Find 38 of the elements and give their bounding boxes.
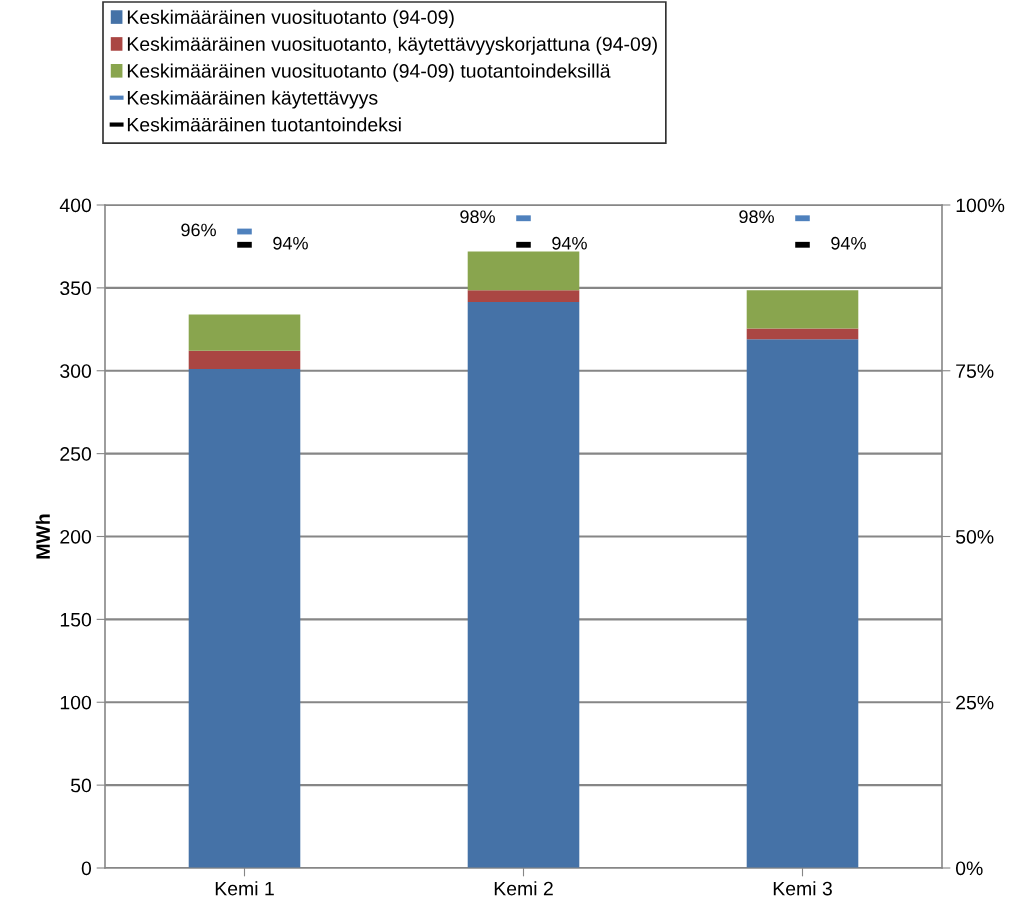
bar [467, 301, 580, 868]
y-tick-label: 150 [60, 612, 92, 627]
y2-tick-label: 50% [955, 529, 994, 544]
data-label: 98% [460, 210, 495, 224]
y-tick-label: 400 [59, 198, 92, 213]
data-label: 96% [181, 223, 216, 237]
y2-tick-label: 0% [955, 861, 983, 876]
y-tick-label: 300 [60, 364, 92, 378]
data-label: 94% [552, 236, 587, 250]
y-tick-label: 50 [70, 778, 92, 793]
data-label: 94% [273, 236, 308, 250]
bar [467, 290, 580, 302]
bar [188, 314, 301, 351]
bar [746, 339, 859, 868]
bar [467, 251, 580, 291]
legend-label: Keskimääräinen vuosituotanto (94-09) tuotantoindeksillä [127, 63, 611, 82]
bar [746, 328, 859, 340]
x-tick-label: Kemi 3 [773, 881, 832, 896]
data-label: 98% [739, 210, 774, 224]
y2-tick-label: 100% [956, 198, 1005, 213]
y-tick-label: 350 [60, 281, 92, 296]
bar [188, 350, 301, 370]
legend-label: Keskimääräinen vuosituotanto, käytettävyyskorjattuna (94-09) [127, 36, 657, 55]
x-tick-label: Kemi 2 [494, 881, 553, 896]
y-tick-label: 100 [60, 695, 92, 710]
x-tick-label: Kemi 1 [215, 881, 274, 896]
legend-label: Keskimääräinen käytettävyys [127, 90, 378, 109]
y-axis-title: MWh [35, 514, 50, 559]
y-tick-label: 0 [81, 861, 92, 876]
legend-label: Keskimääräinen tuotantoindeksi [127, 117, 401, 132]
bar [746, 290, 859, 329]
y-tick-label: 200 [60, 529, 92, 544]
bar [188, 369, 301, 868]
y2-tick-label: 75% [956, 364, 994, 378]
data-label: 94% [831, 236, 866, 250]
y-tick-label: 250 [60, 447, 92, 461]
y2-tick-label: 25% [956, 695, 994, 710]
legend-label: Keskimääräinen vuosituotanto (94-09) [127, 9, 454, 28]
